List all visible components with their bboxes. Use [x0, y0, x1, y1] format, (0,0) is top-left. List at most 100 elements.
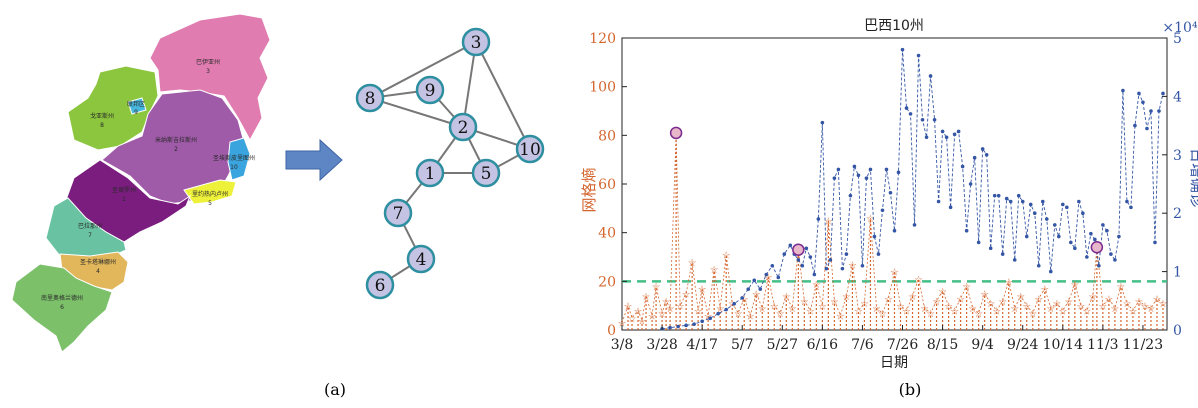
graph-node-label-7: 7	[393, 204, 404, 224]
entropy-point: ☆	[1140, 302, 1149, 313]
entropy-point: ☆	[1040, 285, 1049, 296]
graph-edges	[369, 41, 531, 286]
graph-node-label-6: 6	[375, 276, 386, 296]
graph-node-8	[355, 83, 385, 113]
confirmed-point	[752, 278, 757, 283]
confirmed-point	[872, 234, 877, 239]
entropy-point: ☆	[734, 309, 743, 320]
graph-node-4	[406, 244, 436, 274]
state-9-region	[127, 97, 147, 115]
confirmed-point	[1048, 269, 1053, 274]
confirmed-point	[1101, 223, 1105, 227]
entropy-point: ☆	[662, 297, 671, 308]
confirmed-point	[746, 287, 751, 291]
left-axis-label: 网格熵	[580, 167, 598, 212]
graph-node-7	[383, 198, 413, 228]
confirmed-point	[1036, 263, 1041, 268]
confirmed-point	[884, 167, 889, 172]
confirmed-point	[812, 272, 817, 277]
right-tick-label: 1	[1173, 265, 1182, 281]
entropy-point: ☆	[842, 292, 851, 303]
confirmed-point	[1141, 100, 1145, 105]
confirmed-point	[1137, 91, 1141, 96]
confirmed-point	[1057, 234, 1061, 239]
entropy-point: ☆	[938, 287, 947, 298]
confirmed-point	[1125, 199, 1129, 204]
x-tick-label: 10/14	[1043, 337, 1083, 353]
entropy-point: ☆	[694, 307, 703, 318]
graph-node-1	[415, 158, 445, 188]
entropy-point: ☆	[998, 297, 1007, 308]
entropy-point: ☆	[1058, 307, 1067, 318]
entropy-point: ☆	[974, 309, 983, 320]
confirmed-point	[912, 223, 917, 227]
right-tick-label: 3	[1173, 148, 1182, 164]
confirmed-point	[916, 53, 921, 58]
confirmed-point	[908, 112, 913, 116]
entropy-point: ☆	[1022, 302, 1031, 313]
arrow-right-icon	[285, 138, 343, 182]
confirmed-point	[804, 246, 809, 251]
graph-edge-3-10	[475, 41, 531, 150]
entropy-point: ☆	[1104, 294, 1113, 305]
entropy-point: ☆	[1152, 294, 1161, 305]
graph-node-10	[515, 134, 545, 164]
confirmed-series	[660, 47, 1165, 331]
confirmed-point	[988, 246, 993, 251]
confirmed-point	[1093, 237, 1097, 242]
right-tick-label: 4	[1173, 89, 1182, 105]
confirmed-point	[808, 255, 813, 259]
entropy-point: ☆	[806, 307, 815, 318]
graph-node-label-2: 2	[458, 118, 469, 138]
entropy-point: ☆	[788, 304, 797, 315]
confirmed-point	[1121, 88, 1125, 93]
peak-marker	[1090, 241, 1104, 254]
x-tick-label: 3/8	[611, 337, 634, 353]
confirmed-point	[1129, 205, 1133, 210]
left-tick-label: 20	[598, 274, 616, 290]
graph-nodes: 3 8 9 2 10 1 5 7 4 6	[355, 27, 545, 300]
graph-node-9	[415, 75, 445, 105]
entropy-point: ☆	[944, 302, 953, 313]
confirmed-point	[764, 272, 769, 277]
entropy-point: ☆	[658, 309, 667, 320]
panel-b-caption: (b)	[899, 380, 922, 399]
right-tick-label: 2	[1173, 206, 1182, 222]
confirmed-point	[896, 170, 901, 175]
confirmed-point	[788, 243, 793, 248]
confirmed-point	[972, 155, 977, 160]
graph-node-label-3: 3	[471, 33, 482, 53]
brazil-states-map: 巴伊亚州 3 联邦区 9 戈亚斯州 8 米纳斯吉拉斯州 2 圣埃斯皮里图州 10…	[11, 13, 271, 353]
entropy-point: ☆	[752, 290, 761, 301]
confirmed-point	[876, 252, 881, 256]
entropy-point: ☆	[1159, 299, 1168, 310]
entropy-point: ☆	[758, 304, 767, 315]
confirmed-point	[782, 252, 787, 256]
entropy-point: ☆	[710, 265, 719, 276]
graph-node-2	[448, 112, 478, 142]
confirmed-point	[776, 275, 781, 280]
entropy-point: ☆	[926, 309, 935, 320]
entropy-point: ☆	[854, 307, 863, 318]
confirmed-point	[770, 263, 775, 268]
peak-marker	[669, 126, 683, 140]
left-tick-label: 40	[598, 226, 616, 242]
confirmed-point	[1109, 252, 1113, 256]
confirmed-point	[740, 296, 745, 300]
confirmed-point	[848, 193, 853, 198]
confirmed-point	[1069, 240, 1073, 245]
confirmed-point	[1020, 199, 1025, 204]
graph-edge-8-2	[369, 97, 464, 128]
entropy-point: ☆	[818, 302, 827, 313]
confirmed-point	[1032, 211, 1037, 215]
state-label-1: 圣保罗州	[112, 186, 136, 194]
state-num-4: 4	[96, 268, 100, 275]
entropy-point: ☆	[704, 311, 713, 322]
x-tick-label: 9/24	[1007, 337, 1039, 353]
entropy-point: ☆	[1016, 292, 1025, 303]
entropy-point: ☆	[830, 297, 839, 308]
x-tick-label: 4/17	[686, 337, 717, 353]
chart-title: 巴西10州	[864, 18, 924, 34]
entropy-point: ☆	[920, 304, 929, 315]
entropy-point: ☆	[1064, 297, 1073, 308]
